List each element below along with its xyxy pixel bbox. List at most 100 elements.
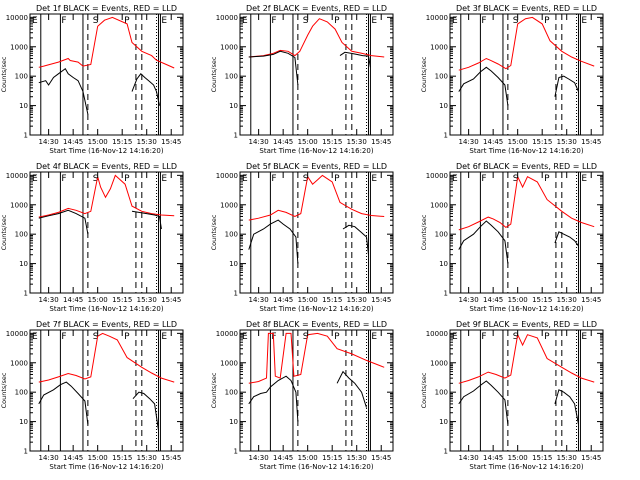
series-events-black (132, 391, 159, 431)
series-events-black (554, 231, 579, 247)
series-lld-red (248, 18, 385, 58)
phase-letter: S (93, 174, 99, 184)
phase-letter: F (271, 16, 276, 26)
y-axis-label: Counts/sec (210, 214, 218, 250)
y-axis-label: Counts/sec (420, 56, 428, 92)
y-tick-label: 10000 (216, 172, 238, 180)
phase-letter: F (61, 332, 66, 342)
y-tick-label: 1000 (430, 43, 448, 51)
x-tick-label: 15:15 (322, 296, 342, 304)
y-tick-label: 1000 (430, 359, 448, 367)
y-tick-label: 1 (444, 132, 448, 140)
x-tick-label: 15:15 (112, 454, 132, 462)
y-tick-label: 1000 (220, 359, 238, 367)
series-events-black (248, 375, 299, 422)
series-events-black (336, 370, 367, 408)
x-axis-label: Start Time (16-Nov-12 14:16:20) (469, 463, 583, 471)
detector-panel-8: Det 8f BLACK = Events, RED = LLD E F S P E 1 10… (210, 320, 394, 471)
phase-letter: E (161, 174, 167, 184)
y-tick-label: 100 (15, 231, 28, 239)
phase-letter: E (581, 174, 587, 184)
x-tick-label: 14:45 (63, 138, 83, 146)
panel-title: Det 9f BLACK = Events, RED = LLD (456, 320, 597, 329)
phase-letter: F (271, 174, 276, 184)
phase-letter: S (513, 16, 519, 26)
x-tick-label: 15:15 (532, 454, 552, 462)
y-tick-label: 1 (444, 448, 448, 456)
phase-letter: E (242, 16, 248, 26)
detector-panel-2: Det 2f BLACK = Events, RED = LLD E F S P E 1 10… (210, 4, 394, 155)
plot-frame (29, 171, 184, 294)
y-axis-label: Counts/sec (0, 372, 8, 408)
phase-letter: P (124, 332, 130, 342)
phase-letter: P (334, 174, 340, 184)
plot-frame (239, 171, 394, 294)
x-axis-label: Start Time (16-Nov-12 14:16:20) (259, 305, 373, 313)
y-tick-label: 100 (435, 389, 448, 397)
x-tick-label: 14:30 (459, 454, 479, 462)
x-tick-label: 15:30 (137, 296, 157, 304)
phase-letter: S (513, 174, 519, 184)
phase-letter: S (303, 174, 309, 184)
series-events-black (458, 380, 509, 425)
y-tick-label: 10 (439, 102, 448, 110)
y-axis-label: Counts/sec (420, 372, 428, 408)
x-tick-label: 14:30 (459, 138, 479, 146)
x-tick-label: 15:30 (347, 138, 367, 146)
x-tick-label: 15:45 (371, 138, 391, 146)
phase-letter: P (334, 332, 340, 342)
y-axis-label: Counts/sec (0, 214, 8, 250)
phase-letter: E (452, 16, 458, 26)
phase-letter: S (303, 332, 309, 342)
panel-title: Det 3f BLACK = Events, RED = LLD (456, 4, 597, 13)
y-tick-label: 100 (15, 389, 28, 397)
series-lld-red (248, 174, 385, 221)
x-tick-label: 15:30 (137, 454, 157, 462)
y-tick-label: 1 (234, 448, 238, 456)
series-lld-red (248, 332, 385, 384)
panel-title: Det 6f BLACK = Events, RED = LLD (456, 162, 597, 171)
x-tick-label: 15:30 (347, 454, 367, 462)
y-tick-label: 10 (439, 418, 448, 426)
x-tick-label: 14:30 (39, 296, 59, 304)
x-tick-label: 15:45 (371, 296, 391, 304)
plot-frame (29, 329, 184, 452)
x-tick-label: 14:45 (63, 296, 83, 304)
y-tick-label: 1 (234, 132, 238, 140)
x-tick-label: 14:45 (483, 454, 503, 462)
series-events-black (38, 381, 89, 425)
phase-letter: F (481, 174, 486, 184)
y-tick-label: 10 (19, 102, 28, 110)
y-tick-label: 10000 (6, 330, 28, 338)
x-tick-label: 15:45 (161, 454, 181, 462)
x-tick-label: 14:45 (483, 138, 503, 146)
x-tick-label: 15:00 (508, 454, 528, 462)
x-tick-label: 15:15 (322, 454, 342, 462)
plot-frame (449, 171, 604, 294)
x-tick-label: 15:15 (532, 296, 552, 304)
plot-frame (449, 13, 604, 136)
series-events-black (458, 220, 509, 264)
phase-letter: P (544, 174, 550, 184)
x-tick-label: 15:00 (88, 296, 108, 304)
x-axis-label: Start Time (16-Nov-12 14:16:20) (49, 305, 163, 313)
y-tick-label: 1000 (430, 201, 448, 209)
x-tick-label: 14:30 (39, 138, 59, 146)
series-events-black (248, 219, 299, 264)
y-tick-label: 10 (229, 260, 238, 268)
phase-letter: F (61, 16, 66, 26)
x-tick-label: 15:30 (347, 296, 367, 304)
x-tick-label: 15:15 (112, 296, 132, 304)
phase-letter: E (581, 16, 587, 26)
y-tick-label: 10000 (426, 330, 448, 338)
detector-panel-7: Det 7f BLACK = Events, RED = LLD E F S P E 1 10… (0, 320, 184, 471)
x-tick-label: 15:30 (557, 296, 577, 304)
phase-letter: E (242, 332, 248, 342)
y-tick-label: 10000 (6, 172, 28, 180)
x-tick-label: 15:30 (557, 138, 577, 146)
y-axis-label: Counts/sec (420, 214, 428, 250)
detector-panel-5: Det 5f BLACK = Events, RED = LLD E F S P E 1 10… (210, 162, 394, 313)
y-tick-label: 10000 (216, 14, 238, 22)
panel-title: Det 1f BLACK = Events, RED = LLD (36, 4, 177, 13)
